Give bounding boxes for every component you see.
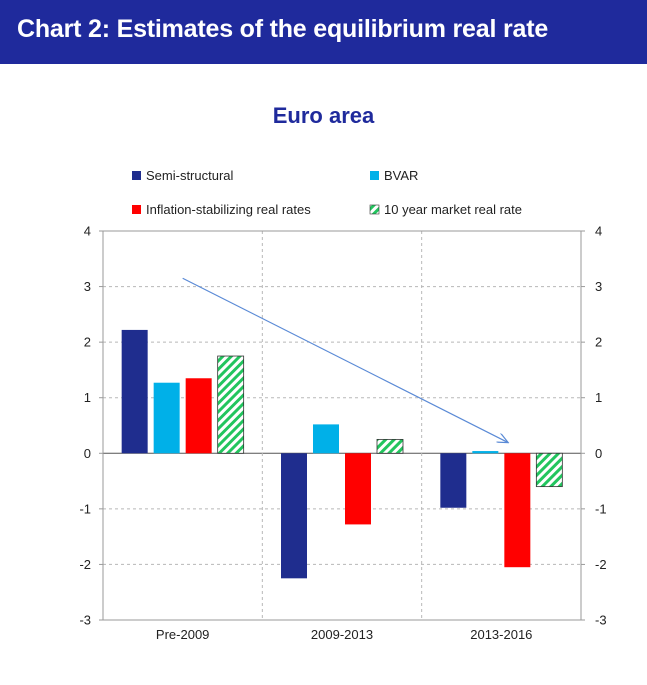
ytick-right-label-4: 0 bbox=[595, 446, 602, 461]
grid-lines bbox=[103, 231, 581, 620]
ytick-right-label-2: 2 bbox=[595, 335, 602, 350]
y-axis-right: 4 3 2 1 0 -1 -2 -3 bbox=[581, 224, 607, 628]
legend-swatch-3 bbox=[369, 204, 380, 215]
ytick-left-label-0: 4 bbox=[84, 224, 91, 239]
legend-swatch-0 bbox=[132, 171, 141, 180]
ytick-right-label-6: -2 bbox=[595, 557, 607, 572]
ytick-left-label-4: 0 bbox=[84, 446, 91, 461]
legend-label-0: Semi-structural bbox=[146, 168, 234, 183]
bar-0-2 bbox=[185, 378, 212, 454]
legend-label-2: Inflation-stabilizing real rates bbox=[146, 202, 311, 217]
legend-label-1: BVAR bbox=[384, 168, 418, 183]
plot-border bbox=[102, 230, 582, 621]
ytick-left-label-2: 2 bbox=[84, 335, 91, 350]
bar-2-2 bbox=[504, 453, 531, 568]
legend-label-3: 10 year market real rate bbox=[384, 202, 522, 217]
bar-0-0 bbox=[121, 329, 148, 454]
bar-1-3 bbox=[376, 438, 404, 454]
chart-title: Euro area bbox=[272, 103, 375, 128]
ytick-left-label-5: -1 bbox=[79, 501, 91, 516]
page-title: Chart 2: Estimates of the equilibrium re… bbox=[17, 15, 549, 43]
bar-2-1 bbox=[472, 451, 499, 454]
plot-frame bbox=[102, 230, 582, 621]
ytick-left-label-6: -2 bbox=[79, 557, 91, 572]
legend-swatch-1 bbox=[370, 171, 379, 180]
ytick-right-label-3: 1 bbox=[595, 390, 602, 405]
bar-2-3 bbox=[535, 452, 563, 488]
legend: Semi-structural BVAR Inflation-stabilizing… bbox=[132, 168, 522, 217]
x-axis: Pre-2009 2009-2013 2013-2016 bbox=[156, 627, 532, 642]
bar-0-1 bbox=[153, 382, 180, 454]
ytick-right-label-1: 3 bbox=[595, 279, 602, 294]
legend-swatch-2 bbox=[132, 205, 141, 214]
ytick-left-label-1: 3 bbox=[84, 279, 91, 294]
bar-1-2 bbox=[345, 453, 371, 525]
bar-1-0 bbox=[281, 453, 307, 579]
category-label-0: Pre-2009 bbox=[156, 627, 209, 642]
ytick-right-label-5: -1 bbox=[595, 501, 607, 516]
bars bbox=[121, 329, 563, 579]
trend-arrow-line bbox=[182, 277, 508, 442]
category-label-1: 2009-2013 bbox=[311, 627, 373, 642]
title-banner: Chart 2: Estimates of the equilibrium re… bbox=[0, 0, 647, 64]
bar-2-0 bbox=[440, 453, 467, 508]
y-axis-left: 4 3 2 1 0 -1 -2 -3 bbox=[79, 224, 103, 628]
ytick-left-label-7: -3 bbox=[79, 613, 91, 628]
category-label-2: 2013-2016 bbox=[470, 627, 532, 642]
ytick-left-label-3: 1 bbox=[84, 390, 91, 405]
ytick-right-label-7: -3 bbox=[595, 613, 607, 628]
bar-1-1 bbox=[313, 424, 339, 454]
trend-arrow bbox=[182, 277, 508, 442]
ytick-right-label-0: 4 bbox=[595, 224, 602, 239]
bar-0-3 bbox=[217, 355, 245, 454]
